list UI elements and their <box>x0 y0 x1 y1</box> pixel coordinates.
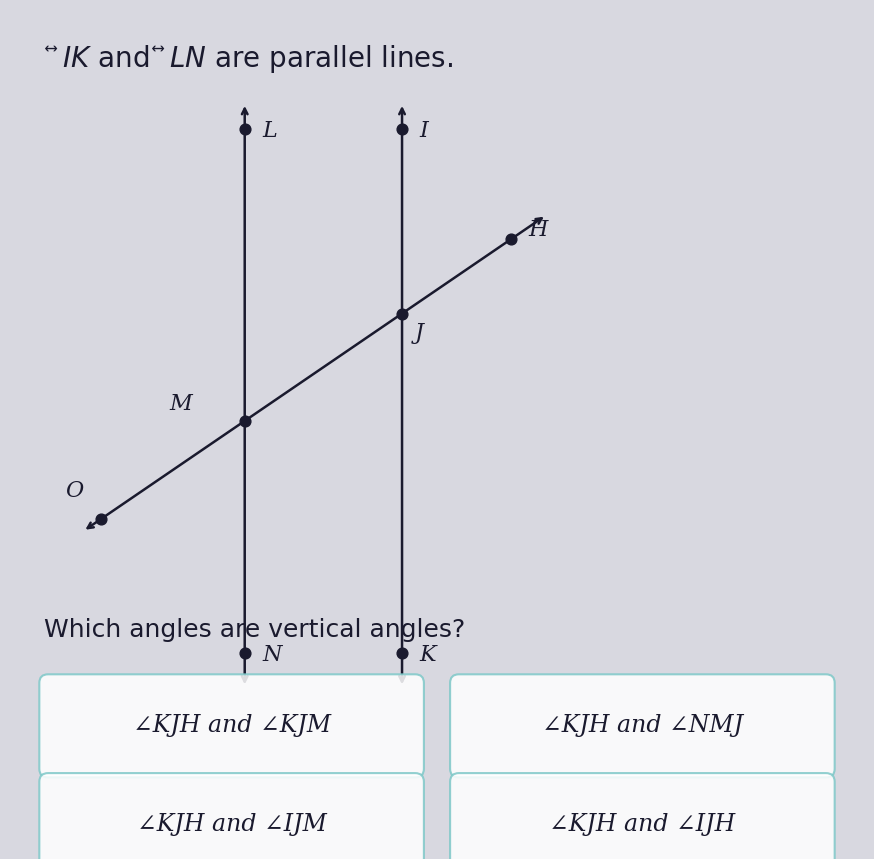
Text: L: L <box>262 120 277 143</box>
Text: H: H <box>529 219 548 241</box>
Text: ∠KJH and ∠IJH: ∠KJH and ∠IJH <box>549 813 736 836</box>
Text: O: O <box>65 480 83 503</box>
Point <box>504 232 518 246</box>
Point <box>94 513 108 527</box>
Text: J: J <box>415 322 424 344</box>
Text: N: N <box>262 644 281 667</box>
Text: ∠KJH and ∠IJM: ∠KJH and ∠IJM <box>136 813 327 836</box>
Point <box>238 414 252 428</box>
FancyBboxPatch shape <box>39 674 424 777</box>
Text: ∠KJH and ∠NMJ: ∠KJH and ∠NMJ <box>542 715 743 737</box>
Text: ∠KJH and ∠KJM: ∠KJH and ∠KJM <box>133 715 330 737</box>
Text: M: M <box>170 393 192 415</box>
Point <box>395 307 409 320</box>
FancyBboxPatch shape <box>450 674 835 777</box>
Text: K: K <box>420 644 436 667</box>
Text: $\overleftrightarrow{IK}$ and $\overleftrightarrow{LN}$ are parallel lines.: $\overleftrightarrow{IK}$ and $\overleft… <box>44 43 453 75</box>
Text: Which angles are vertical angles?: Which angles are vertical angles? <box>44 618 465 643</box>
FancyBboxPatch shape <box>450 773 835 859</box>
Point <box>395 646 409 660</box>
Point <box>238 122 252 136</box>
FancyBboxPatch shape <box>39 773 424 859</box>
Point <box>238 646 252 660</box>
Text: I: I <box>420 120 428 143</box>
Point <box>395 122 409 136</box>
